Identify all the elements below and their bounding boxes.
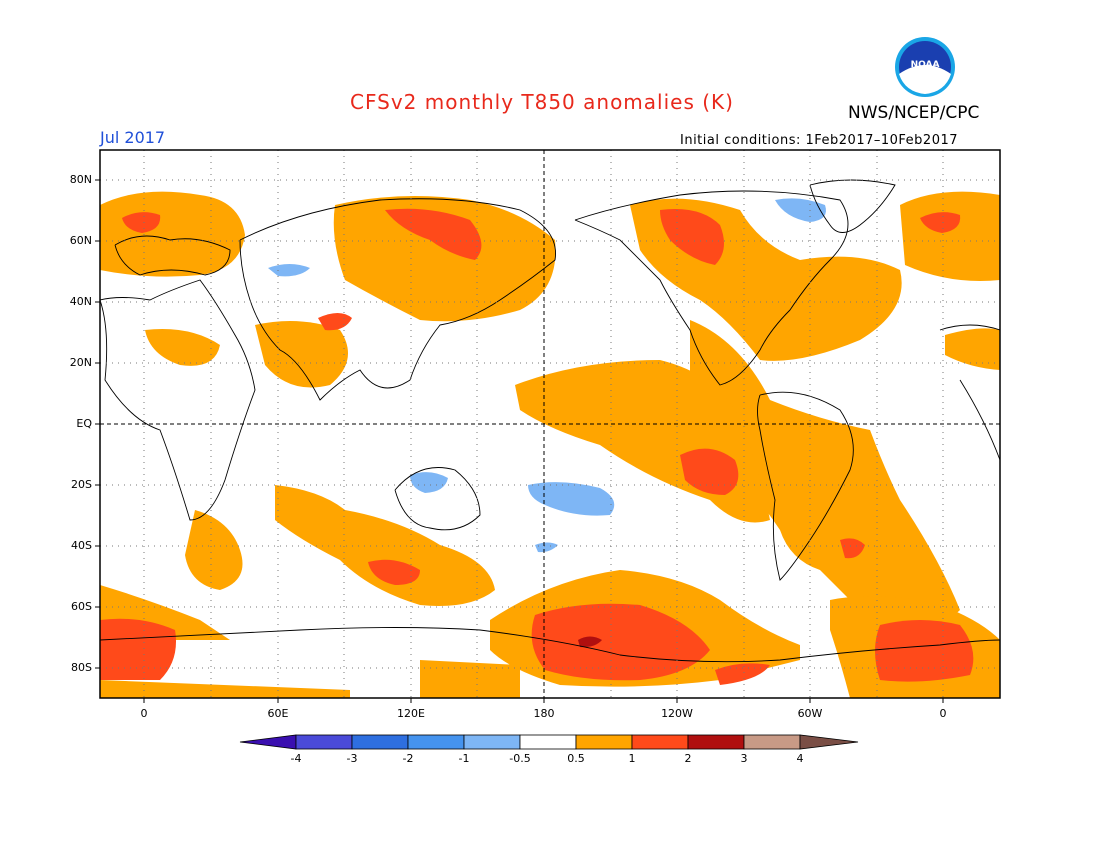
lat-label: 80S <box>71 661 92 674</box>
colorbar-label: 4 <box>796 752 804 765</box>
coastlines <box>100 179 1000 663</box>
colorbar-label: 0.5 <box>567 752 585 765</box>
lon-label: 120E <box>397 707 425 720</box>
lon-label: 180 <box>533 707 555 720</box>
colorbar-label: 3 <box>740 752 748 765</box>
initial-conditions: Initial conditions: 1Feb2017–10Feb2017 <box>680 133 959 148</box>
anomaly-negative-light <box>268 198 826 553</box>
forecast-month: Jul 2017 <box>100 128 166 147</box>
lon-label: 0 <box>939 707 947 720</box>
colorbar <box>239 734 859 750</box>
lat-label: 60N <box>69 234 92 247</box>
lat-label: 60S <box>71 600 92 613</box>
noaa-logo: NOAA <box>895 37 955 97</box>
colorbar-label: -4 <box>290 752 302 765</box>
lat-label: 40S <box>71 539 92 552</box>
colorbar-label: -2 <box>402 752 414 765</box>
lon-label: 120W <box>661 707 693 720</box>
anomaly-positive-light <box>100 191 1000 698</box>
anomaly-positive-dark <box>578 636 602 648</box>
axis-ticks <box>95 179 944 703</box>
lon-label: 60W <box>797 707 823 720</box>
colorbar-label: 1 <box>628 752 636 765</box>
colorbar-label: -1 <box>458 752 470 765</box>
org-label: NWS/NCEP/CPC <box>848 103 980 123</box>
lat-label: 40N <box>69 295 92 308</box>
anomaly-positive-medium <box>100 208 974 685</box>
lat-label: 20S <box>71 478 92 491</box>
lon-label: 0 <box>140 707 148 720</box>
lon-label: 60E <box>267 707 289 720</box>
equator-dateline <box>100 150 1000 698</box>
colorbar-label: -0.5 <box>509 752 531 765</box>
lat-label: EQ <box>76 417 92 430</box>
noaa-logo-text: NOAA <box>911 60 940 70</box>
chart-title: CFSv2 monthly T850 anomalies (K) <box>350 90 734 114</box>
gridlines <box>100 150 1000 698</box>
colorbar-label: 2 <box>684 752 692 765</box>
colorbar-label: -3 <box>346 752 358 765</box>
lat-label: 80N <box>69 173 92 186</box>
map-plot <box>100 150 1000 698</box>
lat-label: 20N <box>69 356 92 369</box>
